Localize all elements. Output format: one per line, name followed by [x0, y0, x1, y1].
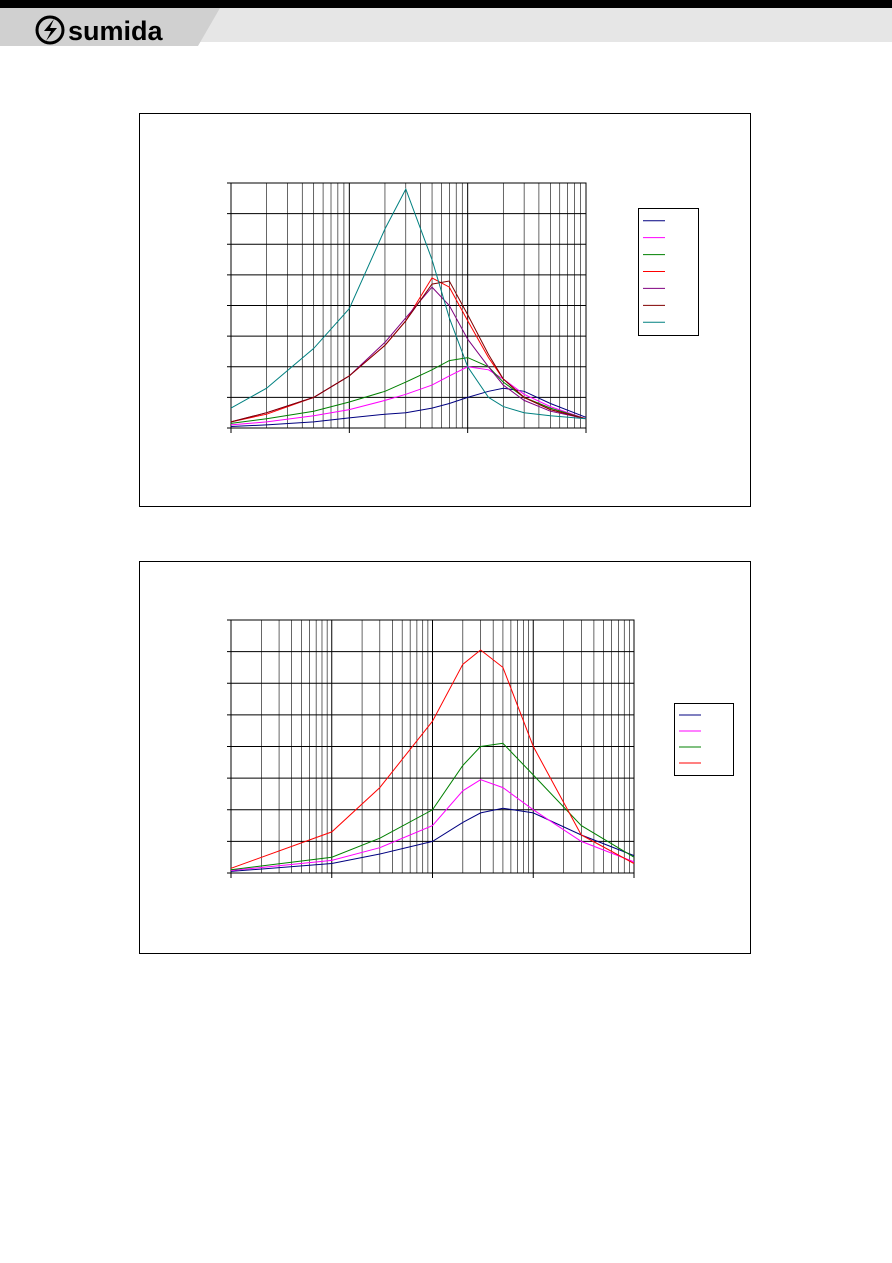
logo-text: sumida: [68, 16, 164, 46]
series-line: [230, 807, 635, 872]
series-line: [230, 366, 587, 426]
series-line: [230, 280, 587, 423]
top-bar: [0, 0, 892, 8]
logo-icon: [35, 15, 65, 45]
series-line: [230, 649, 635, 869]
series-line: [230, 742, 635, 871]
legend-box: [674, 703, 734, 776]
plot-border: [230, 619, 635, 874]
chart-frame: [139, 561, 751, 954]
series-line: [230, 779, 635, 871]
series-line: [230, 187, 587, 420]
plot-border: [230, 182, 587, 429]
series-line: [230, 387, 587, 427]
